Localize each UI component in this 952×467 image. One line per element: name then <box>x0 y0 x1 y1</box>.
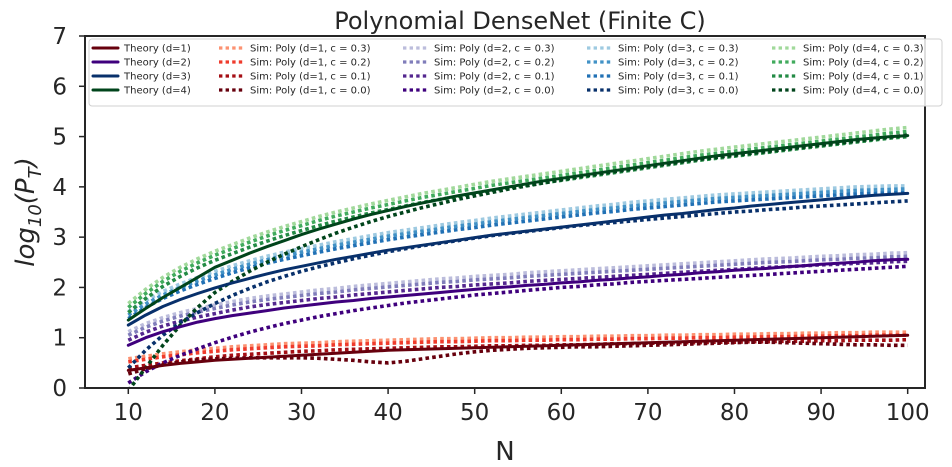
y-tick-label: 6 <box>52 74 67 100</box>
x-tick-label: 70 <box>633 400 662 426</box>
plot-frame <box>84 35 926 389</box>
legend-item: Sim: Poly (d=3, c = 0.1) <box>587 72 739 83</box>
y-tick-label: 3 <box>52 225 67 251</box>
legend-label: Sim: Poly (d=1, c = 0.1) <box>250 72 371 83</box>
y-axis-label: log10(PT) <box>11 157 46 267</box>
x-tick-label: 20 <box>200 400 229 426</box>
legend-label: Sim: Poly (d=2, c = 0.3) <box>434 44 555 55</box>
series-line-sim-poly-d-3-c-0-0 <box>127 199 908 370</box>
legend-item: Sim: Poly (d=4, c = 0.1) <box>772 72 924 83</box>
legend-label: Sim: Poly (d=4, c = 0.2) <box>803 58 924 69</box>
series-line-sim-poly-d-1-c-0-2 <box>128 333 908 364</box>
legend-label: Sim: Poly (d=1, c = 0.2) <box>250 58 371 69</box>
x-tick-label: 90 <box>806 400 835 426</box>
legend-label: Sim: Poly (d=3, c = 0.1) <box>618 72 739 83</box>
legend-item: Theory (d=4) <box>91 86 191 97</box>
legend-item: Sim: Poly (d=1, c = 0.1) <box>219 72 371 83</box>
legend-label: Sim: Poly (d=4, c = 0.1) <box>803 72 924 83</box>
series-line-sim-poly-d-4-c-0-0 <box>127 133 908 388</box>
y-tick-label: 1 <box>52 326 67 352</box>
series-line-sim-poly-d-1-c-0-3 <box>128 330 908 361</box>
legend-item: Sim: Poly (d=1, c = 0.0) <box>219 86 371 97</box>
legend-label: Sim: Poly (d=3, c = 0.0) <box>618 86 739 97</box>
legend-item: Theory (d=2) <box>91 58 191 69</box>
legend-box <box>88 38 943 107</box>
x-axis-label: N <box>495 437 514 467</box>
legend-label: Sim: Poly (d=1, c = 0.0) <box>250 86 371 97</box>
legend-label: Theory (d=4) <box>123 86 191 97</box>
x-axis-ticks: 10 20 30 40 50 60 70 80 90 100 <box>114 388 930 426</box>
x-tick-label: 100 <box>886 400 930 426</box>
legend-item: Theory (d=1) <box>91 44 191 55</box>
series-line-sim-poly-d-4-c-0-3 <box>127 125 908 305</box>
chart-title: Polynomial DenseNet (Finite C) <box>334 7 706 35</box>
legend-label: Sim: Poly (d=4, c = 0.0) <box>803 86 924 97</box>
x-tick-label: 40 <box>373 400 402 426</box>
y-tick-label: 0 <box>52 376 67 402</box>
series-line-theory-d-3 <box>126 191 910 327</box>
legend-label: Theory (d=3) <box>123 72 191 83</box>
legend-label: Sim: Poly (d=3, c = 0.3) <box>618 44 739 55</box>
series-layer <box>126 125 910 388</box>
legend-label: Sim: Poly (d=2, c = 0.1) <box>434 72 555 83</box>
y-tick-label: 7 <box>52 24 67 50</box>
series-line-sim-poly-d-4-c-0-2 <box>127 129 908 309</box>
series-line-sim-poly-d-3-c-0-3 <box>127 184 908 314</box>
legend-label: Sim: Poly (d=4, c = 0.3) <box>803 44 924 55</box>
legend-item: Sim: Poly (d=1, c = 0.3) <box>219 44 371 55</box>
y-tick-label: 4 <box>52 175 67 201</box>
legend-item: Sim: Poly (d=3, c = 0.2) <box>587 58 739 69</box>
legend-item: Sim: Poly (d=2, c = 0.0) <box>403 86 555 97</box>
x-tick-label: 30 <box>287 400 316 426</box>
x-tick-label: 80 <box>720 400 749 426</box>
series-line-sim-poly-d-2-c-0-0 <box>127 264 908 385</box>
legend-label: Theory (d=1) <box>123 44 191 55</box>
series-line-sim-poly-d-2-c-0-2 <box>127 254 908 337</box>
legend-item: Sim: Poly (d=4, c = 0.3) <box>772 44 924 55</box>
y-axis-ticks: 0 1 2 3 4 5 6 7 <box>52 24 85 402</box>
legend-item: Sim: Poly (d=1, c = 0.2) <box>219 58 371 69</box>
legend-label: Sim: Poly (d=1, c = 0.3) <box>250 44 371 55</box>
series-line-sim-poly-d-3-c-0-1 <box>127 190 908 321</box>
x-tick-label: 50 <box>460 400 489 426</box>
legend-item: Sim: Poly (d=2, c = 0.3) <box>403 44 555 55</box>
legend-label: Theory (d=2) <box>123 58 191 69</box>
legend-item: Sim: Poly (d=4, c = 0.0) <box>772 86 924 97</box>
series-line-theory-d-4 <box>126 134 910 322</box>
legend-label: Sim: Poly (d=2, c = 0.0) <box>434 86 555 97</box>
legend-item: Sim: Poly (d=2, c = 0.2) <box>403 58 555 69</box>
y-tick-label: 2 <box>52 275 67 301</box>
legend-label: Sim: Poly (d=3, c = 0.2) <box>618 58 739 69</box>
legend-item: Sim: Poly (d=4, c = 0.2) <box>772 58 924 69</box>
legend-item: Sim: Poly (d=3, c = 0.3) <box>587 44 739 55</box>
series-line-sim-poly-d-2-c-0-3 <box>127 250 908 334</box>
y-tick-label: 5 <box>52 125 67 151</box>
x-tick-label: 60 <box>547 400 576 426</box>
legend-item: Sim: Poly (d=2, c = 0.1) <box>403 72 555 83</box>
legend-item: Sim: Poly (d=3, c = 0.0) <box>587 86 739 97</box>
series-line-theory-d-2 <box>126 257 910 347</box>
legend-item: Theory (d=3) <box>91 72 191 83</box>
x-tick-label: 10 <box>114 400 143 426</box>
series-line-theory-d-1 <box>126 333 910 372</box>
series-line-sim-poly-d-3-c-0-2 <box>127 187 908 317</box>
legend: Theory (d=1) Theory (d=2) Theory (d=3) Theo… <box>88 38 943 107</box>
legend-label: Sim: Poly (d=2, c = 0.2) <box>434 58 555 69</box>
